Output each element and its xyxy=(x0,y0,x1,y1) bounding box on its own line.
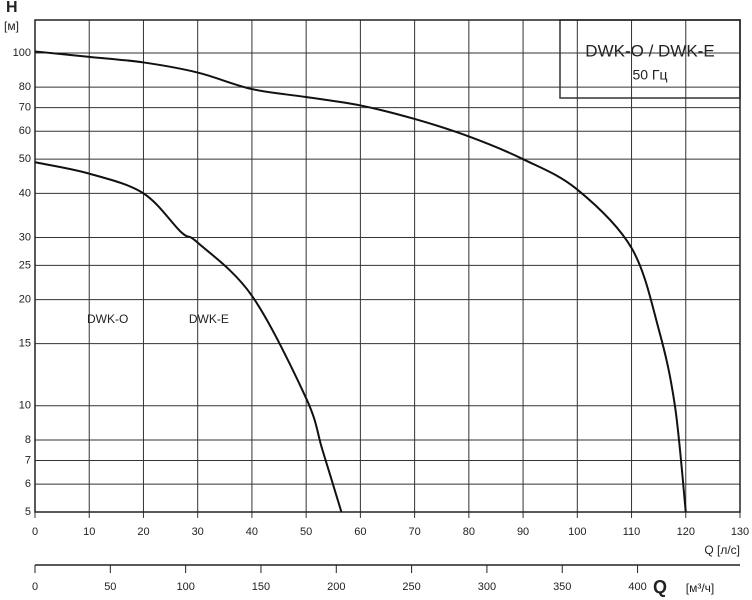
x-tick-label: 30 xyxy=(192,526,204,538)
y-tick-label: 80 xyxy=(19,81,31,93)
y-tick-label: 5 xyxy=(25,506,31,518)
y-tick-label: 25 xyxy=(19,259,31,271)
y-tick-label: 40 xyxy=(19,187,31,199)
x-tick-label: 80 xyxy=(463,526,475,538)
curve-label: DWK-O xyxy=(87,312,128,326)
y-tick-label: 8 xyxy=(25,434,31,446)
x-tick-label: 120 xyxy=(677,526,695,538)
y-tick-label: 30 xyxy=(19,231,31,243)
x-tick-label: 10 xyxy=(83,526,95,538)
curve xyxy=(34,161,343,513)
x2-tick-label: 300 xyxy=(478,581,496,593)
x2-tick-label: 100 xyxy=(176,581,194,593)
x2-label: Q xyxy=(653,577,667,597)
plot-frame xyxy=(34,19,741,513)
y-tick-label: 6 xyxy=(25,478,31,490)
curve-label: DWK-E xyxy=(189,312,229,326)
title-box xyxy=(559,19,741,99)
x2-tick-label: 350 xyxy=(553,581,571,593)
x-tick-label: 100 xyxy=(568,526,586,538)
x-label: Q [л/с] xyxy=(704,543,740,557)
x-tick-label: 50 xyxy=(300,526,312,538)
y-tick-label: 7 xyxy=(25,454,31,466)
y-tick-label: 15 xyxy=(19,338,31,350)
x-tick-label: 90 xyxy=(517,526,529,538)
x-tick-label: 40 xyxy=(246,526,258,538)
x-tick-label: 20 xyxy=(137,526,149,538)
x2-tick-label: 150 xyxy=(252,581,270,593)
chart-title: DWK-O / DWK-E xyxy=(585,41,714,60)
x-tick-label: 70 xyxy=(408,526,420,538)
y-tick-label: 60 xyxy=(19,125,31,137)
y-label: H xyxy=(6,0,18,16)
x-tick-label: 60 xyxy=(354,526,366,538)
curve xyxy=(34,50,687,513)
x2-unit: [м³/ч] xyxy=(686,581,715,595)
x-tick-label: 110 xyxy=(623,526,641,538)
y-tick-label: 70 xyxy=(19,102,31,114)
y-tick-label: 10 xyxy=(19,400,31,412)
x-tick-label: 0 xyxy=(32,526,38,538)
y-unit: [м] xyxy=(4,19,19,33)
x2-tick-label: 400 xyxy=(628,581,646,593)
x2-tick-label: 0 xyxy=(32,581,38,593)
y-tick-label: 50 xyxy=(19,153,31,165)
x2-tick-label: 50 xyxy=(104,581,116,593)
x2-tick-label: 200 xyxy=(327,581,345,593)
x2-tick-label: 250 xyxy=(402,581,420,593)
y-tick-label: 100 xyxy=(13,47,31,59)
chart-subtitle: 50 Гц xyxy=(632,67,667,83)
x-tick-label: 130 xyxy=(731,526,749,538)
y-tick-label: 20 xyxy=(19,293,31,305)
